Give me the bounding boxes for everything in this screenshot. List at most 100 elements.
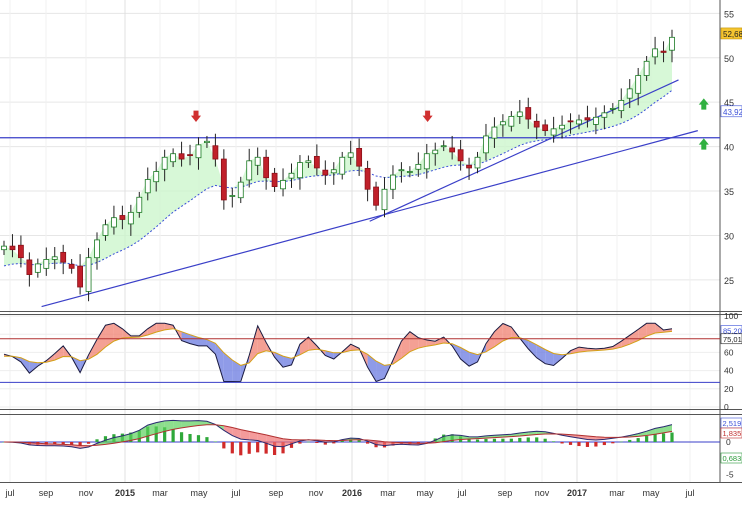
momentum-bar: [552, 441, 555, 442]
price-tick-label: 50: [724, 54, 734, 64]
momentum-bar: [307, 442, 310, 443]
candle-body: [517, 112, 522, 116]
candle-body: [407, 171, 412, 172]
price-tick-label: 40: [724, 143, 734, 153]
candle-body: [644, 61, 649, 75]
x-tick-label: nov: [309, 488, 324, 498]
x-tick-label: mar: [152, 488, 168, 498]
candle-body: [18, 245, 23, 257]
price-tick-label: 25: [724, 276, 734, 286]
momentum-bar: [594, 442, 597, 447]
momentum-bar: [577, 442, 580, 446]
candle-body: [602, 113, 607, 117]
momentum-bar: [476, 440, 479, 442]
momentum-bar: [95, 439, 98, 442]
x-tick-label: sep: [498, 488, 513, 498]
momentum-bar: [501, 439, 504, 442]
candle-body: [348, 153, 353, 157]
candle-body: [483, 136, 488, 153]
x-tick-label: mar: [380, 488, 396, 498]
candle-body: [95, 240, 100, 258]
momentum-bar: [239, 442, 242, 455]
candle-body: [69, 264, 74, 268]
momentum-bar: [231, 442, 234, 453]
momentum-bar: [366, 442, 369, 444]
momentum-bar: [586, 442, 589, 447]
momentum-bar: [180, 432, 183, 442]
candle-body: [467, 165, 472, 168]
candle-body: [357, 148, 362, 166]
candle-body: [281, 180, 286, 188]
candle-body: [331, 170, 336, 173]
candle-body: [424, 154, 429, 169]
x-tick-label: 2017: [567, 488, 587, 498]
candle-body: [78, 266, 83, 287]
momentum-bar: [518, 438, 521, 442]
candle-body: [560, 125, 565, 129]
oscillator-value-b: 75,01: [723, 335, 742, 344]
momentum-bar: [620, 442, 623, 443]
candle-body: [433, 150, 438, 154]
candle-body: [103, 225, 108, 236]
oscillator-tick-label: 60: [724, 347, 734, 357]
candle-body: [492, 127, 497, 138]
candle-body: [340, 157, 345, 174]
candle-body: [297, 163, 302, 178]
momentum-value-a: 2,519: [723, 419, 742, 428]
candle-body: [619, 100, 624, 110]
candle-body: [450, 148, 455, 152]
candle-body: [365, 168, 370, 189]
price-tick-label: 35: [724, 187, 734, 197]
candle-body: [399, 170, 404, 171]
x-tick-label: nov: [79, 488, 94, 498]
candle-body: [272, 173, 277, 186]
momentum-bar: [510, 439, 513, 442]
x-tick-label: 2015: [115, 488, 135, 498]
momentum-tick-label: 0: [726, 437, 731, 447]
momentum-bar: [248, 442, 251, 454]
candle-body: [35, 264, 40, 272]
momentum-bar: [205, 437, 208, 442]
oscillator-tick-label: 40: [724, 366, 734, 376]
momentum-bar: [484, 439, 487, 442]
momentum-bar: [527, 437, 530, 442]
momentum-bar: [298, 442, 301, 444]
x-tick-label: may: [416, 488, 434, 498]
price-tick-label: 30: [724, 231, 734, 241]
momentum-bar: [222, 442, 225, 448]
momentum-bar: [653, 434, 656, 442]
x-tick-label: may: [190, 488, 208, 498]
oscillator-tick-label: 20: [724, 384, 734, 394]
momentum-bar: [87, 442, 90, 444]
candle-body: [52, 257, 57, 260]
momentum-bar: [560, 442, 563, 443]
candle-body: [27, 260, 32, 275]
candle-body: [196, 145, 201, 158]
candle-body: [221, 159, 226, 200]
momentum-bar: [188, 434, 191, 442]
x-tick-label: jul: [4, 488, 14, 498]
candle-body: [2, 246, 7, 250]
momentum-bar: [315, 442, 318, 443]
momentum-bar: [637, 438, 640, 442]
candle-body: [247, 161, 252, 180]
candle-body: [475, 157, 480, 168]
candle-body: [238, 182, 243, 198]
candle-body: [585, 118, 590, 120]
candle-body: [213, 146, 218, 159]
momentum-bar: [611, 442, 614, 443]
candle-body: [86, 258, 91, 292]
momentum-bar: [493, 439, 496, 442]
candle-body: [120, 215, 125, 219]
momentum-bar: [645, 436, 648, 442]
candle-body: [382, 189, 387, 209]
momentum-bar: [214, 442, 217, 443]
momentum-bar: [628, 440, 631, 442]
candle-body: [145, 179, 150, 192]
candle-body: [306, 161, 311, 163]
candle-body: [593, 117, 598, 124]
